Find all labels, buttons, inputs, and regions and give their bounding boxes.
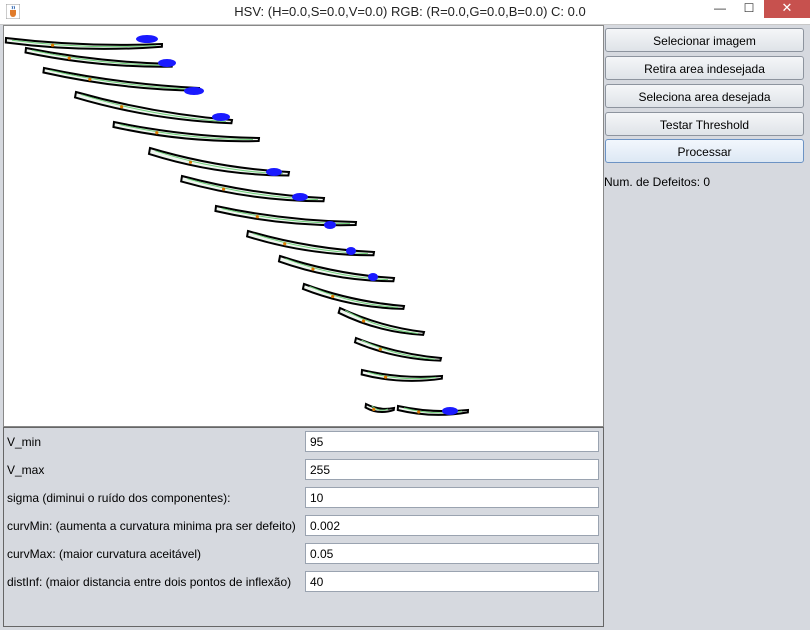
inflection-point [378,347,382,351]
component-outline [301,282,406,310]
inflection-point [50,43,55,47]
component-outline [360,368,444,382]
parameters-panel: V_min V_max sigma (diminui o ruído dos c… [3,427,604,627]
defect-marker [324,221,336,229]
inflection-point [283,242,287,246]
curvmax-label: curvMax: (maior curvatura aceitável) [7,547,202,561]
component-centerline [309,285,399,308]
image-canvas[interactable] [3,25,604,427]
component-outline [42,66,201,92]
vmax-label: V_max [7,463,45,477]
component-outline [112,120,261,143]
defect-marker [136,35,158,43]
distinf-label: distInf: (maior distancia entre dois pon… [7,575,292,589]
param-row-curvmin: curvMin: (aumenta a curvatura minima pra… [4,514,603,538]
component-centerline [119,123,254,140]
param-row-vmax: V_max [4,458,603,482]
inflection-point [221,187,226,191]
inflection-point [120,105,124,109]
test-threshold-button[interactable]: Testar Threshold [605,112,804,136]
defect-marker [292,193,308,201]
defect-marker [184,87,204,95]
param-row-sigma: sigma (diminui o ruído dos componentes): [4,486,603,510]
select-image-button[interactable]: Selecionar imagem [605,28,804,52]
inflection-point [88,77,92,81]
component-outline [353,336,443,362]
inflection-point [383,375,388,379]
maximize-button[interactable]: ☐ [743,1,755,15]
defect-count-label: Num. de Defeitos: 0 [604,175,711,189]
component-outline [337,306,426,336]
component-centerline [81,94,227,123]
inflection-point [155,131,159,135]
component-centerline [221,207,351,224]
component-outline [73,90,234,125]
java-cup-icon [6,4,20,19]
inflection-point [188,160,193,164]
vmin-label: V_min [7,435,42,449]
defect-marker [346,247,356,255]
distinf-input[interactable] [305,571,599,592]
defect-marker [212,113,230,121]
component-centerline [49,69,194,90]
component-outline [277,254,396,283]
defect-marker [368,273,378,281]
title-bar: HSV: (H=0.0,S=0.0,V=0.0) RGB: (R=0.0,G=0… [0,0,810,25]
window-title: HSV: (H=0.0,S=0.0,V=0.0) RGB: (R=0.0,G=0… [234,4,586,19]
component-centerline [31,49,167,66]
component-outline [364,402,396,414]
component-centerline [345,309,419,334]
param-row-vmin: V_min [4,430,603,454]
select-desired-area-button[interactable]: Seleciona area desejada [605,84,804,108]
component-outline [214,204,358,227]
param-row-distinf: distInf: (maior distancia entre dois pon… [4,570,603,594]
segmented-components-image [4,35,470,416]
inflection-point [361,319,366,323]
component-centerline [367,371,437,380]
curvmax-input[interactable] [305,543,599,564]
close-button[interactable]: ✕ [764,0,810,18]
inflection-point [67,56,71,60]
component-centerline [371,405,389,411]
component-centerline [11,39,157,48]
component-centerline [361,339,436,360]
component-outline [24,46,174,68]
inflection-point [372,407,376,411]
minimize-button[interactable]: — [714,1,726,15]
side-panel: Selecionar imagem Retira area indesejada… [604,25,810,625]
defect-marker [158,59,176,67]
process-button[interactable]: Processar [605,139,804,163]
defect-marker [266,168,282,176]
inflection-point [255,215,259,219]
vmax-input[interactable] [305,459,599,480]
curvmin-label: curvMin: (aumenta a curvatura minima pra… [7,519,296,533]
param-row-curvmax: curvMax: (maior curvatura aceitável) [4,542,603,566]
sigma-input[interactable] [305,487,599,508]
curvmin-input[interactable] [305,515,599,536]
defect-marker [442,407,458,415]
inflection-point [417,410,421,414]
component-outline [180,174,326,203]
sigma-label: sigma (diminui o ruído dos componentes): [7,491,231,505]
remove-unwanted-area-button[interactable]: Retira area indesejada [605,56,804,80]
inflection-point [331,294,335,299]
component-centerline [253,233,369,255]
inflection-point [311,267,315,271]
vmin-input[interactable] [305,431,599,452]
component-outline [245,229,376,257]
